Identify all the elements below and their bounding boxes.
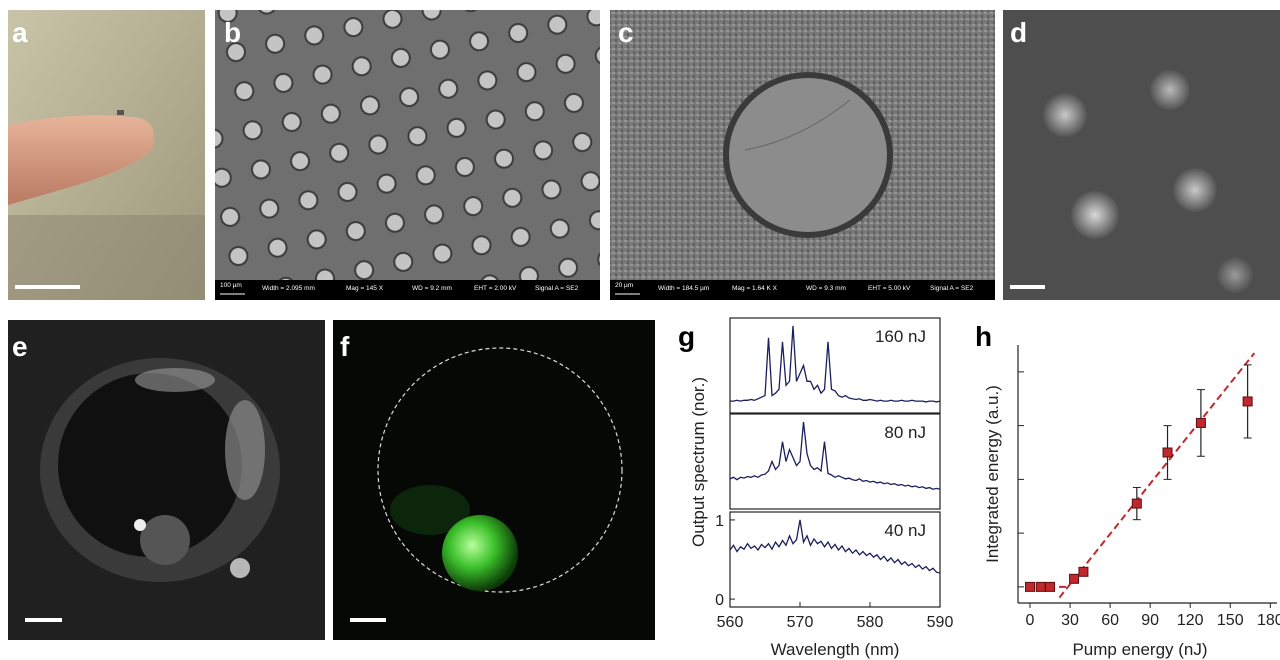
series-label: 80 nJ <box>884 423 926 442</box>
panel-label: d <box>1010 17 1027 48</box>
data-point <box>1132 499 1141 508</box>
photo-fluorescence <box>333 320 655 640</box>
sem-field: EHT = 2.00 kV <box>474 285 517 292</box>
panel-label: f <box>340 331 350 362</box>
x-tick-label: 570 <box>787 614 814 631</box>
x-tick-label: 590 <box>927 614 954 631</box>
data-point <box>1036 582 1045 591</box>
data-point <box>1243 397 1252 406</box>
panel-label: h <box>975 321 992 352</box>
series-label: 40 nJ <box>884 521 926 540</box>
y-tick-label: 0 <box>715 592 724 609</box>
series-label: 160 nJ <box>875 327 926 346</box>
x-axis-label: Wavelength (nm) <box>771 640 900 659</box>
panel-label: g <box>678 321 695 352</box>
data-point <box>1196 418 1205 427</box>
panel-label: b <box>224 17 241 48</box>
y-tick-label: 1 <box>715 513 724 530</box>
x-tick-label: 120 <box>1177 612 1204 629</box>
fit-line <box>1059 353 1254 597</box>
data-point <box>1026 582 1035 591</box>
x-tick-label: 90 <box>1141 612 1159 629</box>
x-tick-label: 150 <box>1217 612 1244 629</box>
x-tick-label: 60 <box>1101 612 1119 629</box>
sem-field: WD = 9.3 mm <box>806 285 846 292</box>
x-axis-label: Pump energy (nJ) <box>1072 640 1207 659</box>
x-tick-label: 580 <box>857 614 884 631</box>
data-point <box>1079 567 1088 576</box>
photo-finger <box>8 10 205 300</box>
sem-scale: 20 µm <box>615 282 633 289</box>
sem-field: Mag = 1.64 K X <box>732 285 778 292</box>
sem-field: EHT = 5.00 kV <box>868 285 911 292</box>
sem-image-array: 100 µm Width = 2.095 mm Mag = 145 X WD =… <box>215 10 600 300</box>
y-axis-label: Output spectrum (nor.) <box>689 377 708 547</box>
data-point <box>1070 574 1079 583</box>
sem-field: Width = 184.5 µm <box>658 285 709 292</box>
sem-field: Signal A = SE2 <box>535 285 579 292</box>
sem-image-single: 20 µm Width = 184.5 µm Mag = 1.64 K X WD… <box>610 10 995 300</box>
photo-cavity <box>8 320 325 640</box>
sem-field: Width = 2.095 mm <box>262 285 315 292</box>
photo-microscope <box>1003 10 1280 300</box>
x-tick-label: 560 <box>717 614 744 631</box>
x-tick-label: 180 <box>1257 612 1280 629</box>
x-tick-label: 0 <box>1026 612 1035 629</box>
panel-label: c <box>618 17 634 48</box>
data-point <box>1046 582 1055 591</box>
sem-field: Mag = 145 X <box>346 285 384 292</box>
figure: 100 µm Width = 2.095 mm Mag = 145 X WD =… <box>0 0 1280 660</box>
data-point <box>1163 448 1172 457</box>
sem-field: Signal A = SE2 <box>930 285 974 292</box>
panel-label: e <box>12 331 28 362</box>
x-tick-label: 30 <box>1061 612 1079 629</box>
sem-scale: 100 µm <box>220 282 242 289</box>
y-axis-label: Integrated energy (a.u.) <box>983 385 1002 563</box>
sem-field: WD = 9.2 mm <box>412 285 452 292</box>
panel-label: a <box>12 17 28 48</box>
